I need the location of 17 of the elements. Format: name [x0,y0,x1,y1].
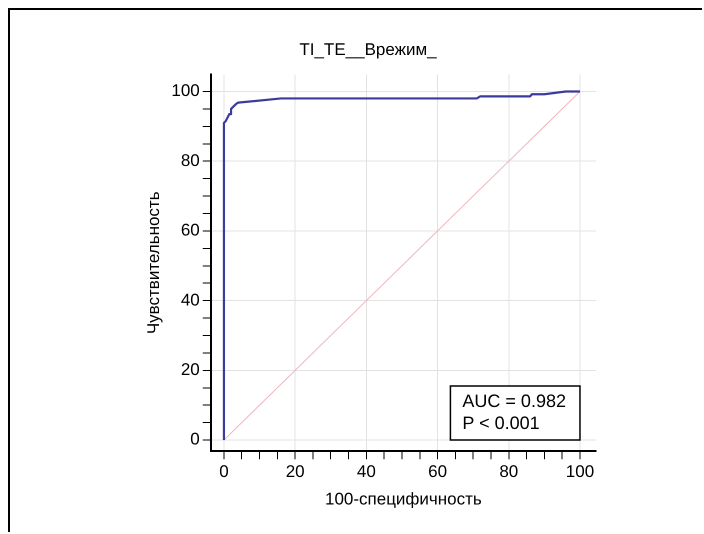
y-tick-label: 40 [180,290,200,310]
x-tick-label: 80 [499,462,518,482]
chart-title: TI_TE__Врежим_ [299,40,438,59]
x-tick-label: 40 [356,462,376,482]
x-tick-label: 100 [566,462,594,482]
y-axis-title: Чувствительность [144,191,163,334]
y-tick-label: 100 [171,81,200,100]
y-tick-label: 80 [180,150,200,170]
y-tick-label: 0 [190,430,200,449]
y-tick-label: 60 [180,220,200,240]
annotation: P < 0.001 [462,413,540,434]
annotation: AUC = 0.982 [462,391,566,412]
x-axis-title: 100-специфичность [325,489,482,508]
x-tick-label: 0 [219,462,229,482]
x-tick-label: 60 [428,462,448,482]
y-tick-label: 20 [180,360,200,380]
x-tick-label: 20 [286,462,305,482]
